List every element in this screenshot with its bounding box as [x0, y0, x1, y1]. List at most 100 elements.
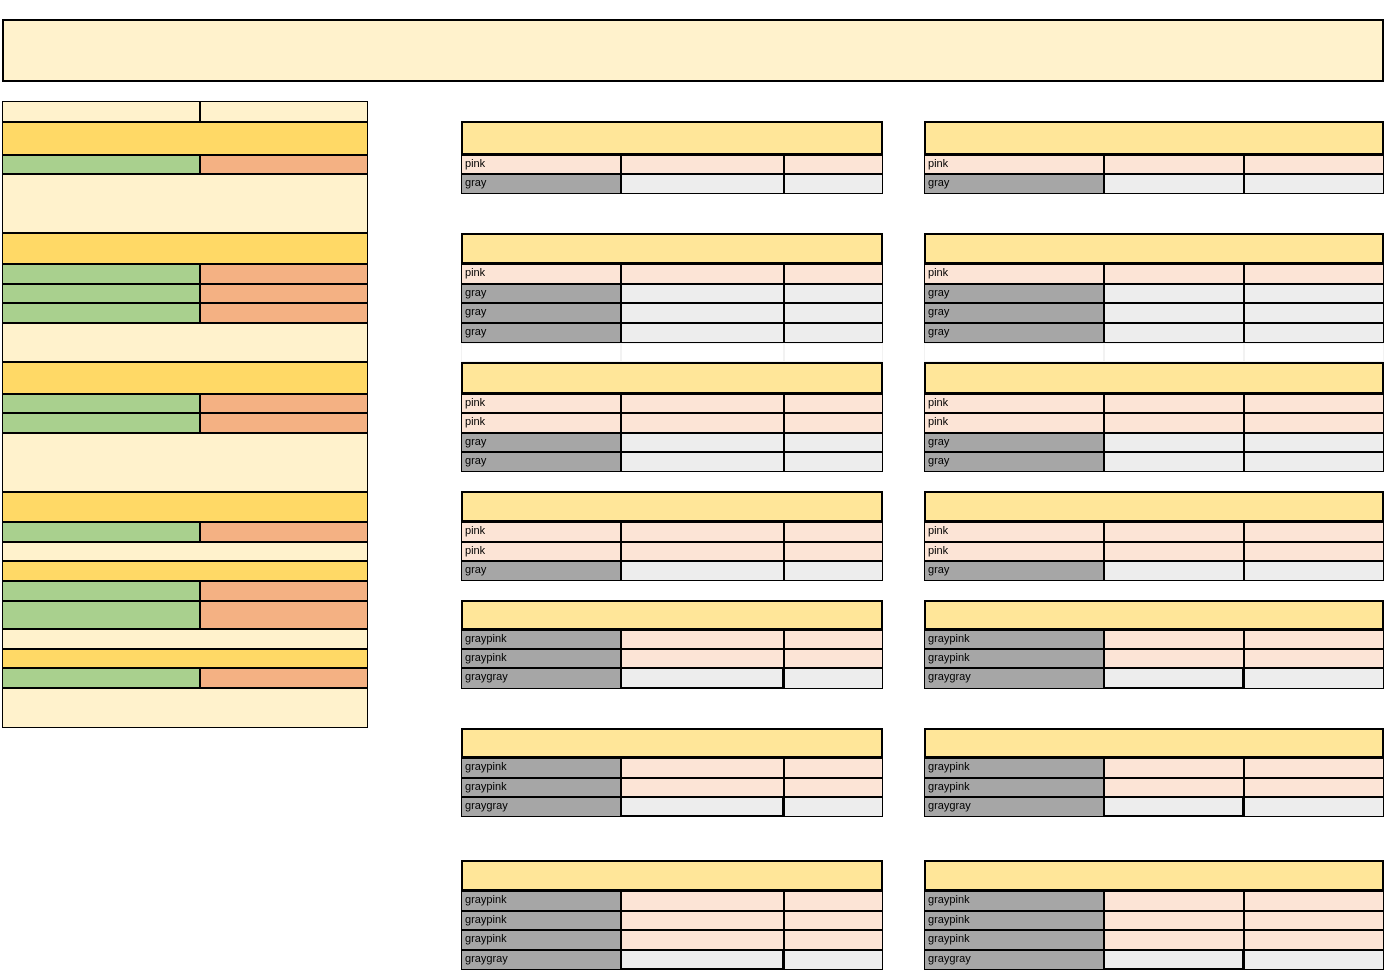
row-label-cell[interactable]: graypink — [461, 649, 621, 668]
data-cell[interactable] — [1104, 649, 1244, 668]
data-cell[interactable] — [1244, 930, 1384, 950]
left-panel-cell-label[interactable] — [2, 581, 200, 601]
data-cell[interactable] — [784, 930, 883, 950]
data-cell[interactable] — [1244, 433, 1384, 452]
row-label-cell[interactable]: gray — [461, 174, 621, 194]
data-cell[interactable] — [1104, 394, 1244, 413]
empty-gridline-cell[interactable] — [1104, 343, 1244, 362]
data-cell[interactable] — [621, 911, 784, 930]
data-cell[interactable] — [621, 303, 784, 323]
block-header[interactable] — [461, 728, 883, 758]
empty-gridline-cell[interactable] — [924, 343, 1104, 362]
row-label-cell[interactable]: graypink — [461, 778, 621, 797]
data-cell[interactable] — [1104, 452, 1244, 472]
data-cell[interactable] — [1244, 264, 1384, 284]
left-panel-cell-label[interactable] — [2, 264, 200, 284]
data-cell[interactable] — [1244, 778, 1384, 797]
block-header[interactable] — [924, 491, 1384, 522]
data-cell[interactable] — [621, 522, 784, 542]
data-cell[interactable] — [784, 284, 883, 303]
left-panel-row[interactable] — [2, 542, 368, 561]
data-cell[interactable] — [784, 778, 883, 797]
row-label-cell[interactable]: graypink — [924, 930, 1104, 950]
data-cell[interactable] — [784, 413, 883, 433]
row-label-cell[interactable]: pink — [924, 394, 1104, 413]
row-label-cell[interactable]: gray — [461, 303, 621, 323]
data-cell[interactable] — [621, 561, 784, 581]
data-cell[interactable] — [1244, 561, 1384, 581]
left-panel-row[interactable] — [2, 362, 368, 394]
data-cell[interactable] — [784, 522, 883, 542]
row-label-cell[interactable]: graypink — [461, 758, 621, 778]
data-cell[interactable] — [1244, 323, 1384, 343]
left-panel-row[interactable] — [2, 174, 368, 233]
row-label-cell[interactable]: pink — [461, 522, 621, 542]
data-cell[interactable] — [1104, 284, 1244, 303]
data-cell[interactable] — [1244, 413, 1384, 433]
row-label-cell[interactable]: pink — [461, 394, 621, 413]
data-cell[interactable] — [1104, 930, 1244, 950]
row-label-cell[interactable]: graygray — [924, 668, 1104, 689]
row-label-cell[interactable]: graygray — [924, 797, 1104, 817]
data-cell[interactable] — [784, 630, 883, 649]
left-panel-cell-value[interactable] — [200, 522, 368, 542]
block-header[interactable] — [924, 362, 1384, 394]
data-cell[interactable] — [784, 542, 883, 561]
block-header[interactable] — [924, 121, 1384, 155]
data-cell[interactable] — [1104, 758, 1244, 778]
data-cell[interactable] — [784, 433, 883, 452]
data-cell[interactable] — [1244, 668, 1384, 689]
block-header[interactable] — [461, 860, 883, 891]
left-panel-cell-value[interactable] — [200, 413, 368, 433]
data-cell[interactable] — [1244, 950, 1384, 970]
data-cell[interactable] — [784, 891, 883, 911]
row-label-cell[interactable]: gray — [924, 303, 1104, 323]
row-label-cell[interactable]: graypink — [924, 758, 1104, 778]
row-label-cell[interactable]: gray — [461, 452, 621, 472]
data-cell[interactable] — [621, 542, 784, 561]
row-label-cell[interactable]: graypink — [461, 930, 621, 950]
left-panel-cell-value[interactable] — [200, 101, 368, 122]
data-cell[interactable] — [1244, 522, 1384, 542]
data-cell[interactable] — [784, 323, 883, 343]
left-panel-cell-label[interactable] — [2, 601, 200, 629]
data-cell[interactable] — [1104, 522, 1244, 542]
data-cell[interactable] — [784, 758, 883, 778]
data-cell[interactable] — [621, 452, 784, 472]
row-label-cell[interactable]: graypink — [924, 911, 1104, 930]
empty-gridline-cell[interactable] — [784, 343, 883, 362]
row-label-cell[interactable]: gray — [924, 433, 1104, 452]
row-label-cell[interactable]: gray — [461, 561, 621, 581]
left-panel-row[interactable] — [2, 323, 368, 362]
data-cell[interactable] — [1244, 303, 1384, 323]
data-cell[interactable] — [784, 303, 883, 323]
data-cell[interactable] — [621, 174, 784, 194]
data-cell[interactable] — [1104, 155, 1244, 174]
row-label-cell[interactable]: gray — [924, 323, 1104, 343]
left-panel-cell-value[interactable] — [200, 303, 368, 323]
data-cell[interactable] — [621, 797, 784, 817]
data-cell[interactable] — [1104, 413, 1244, 433]
data-cell[interactable] — [621, 668, 784, 689]
data-cell[interactable] — [1244, 542, 1384, 561]
row-label-cell[interactable]: gray — [924, 284, 1104, 303]
data-cell[interactable] — [1244, 797, 1384, 817]
row-label-cell[interactable]: graypink — [461, 891, 621, 911]
row-label-cell[interactable]: pink — [461, 155, 621, 174]
data-cell[interactable] — [1104, 668, 1244, 689]
row-label-cell[interactable]: graypink — [924, 630, 1104, 649]
data-cell[interactable] — [1104, 950, 1244, 970]
data-cell[interactable] — [1104, 630, 1244, 649]
row-label-cell[interactable]: gray — [461, 433, 621, 452]
row-label-cell[interactable]: graygray — [924, 950, 1104, 970]
data-cell[interactable] — [1104, 911, 1244, 930]
left-panel-row[interactable] — [2, 629, 368, 649]
left-panel-cell-label[interactable] — [2, 284, 200, 303]
data-cell[interactable] — [621, 433, 784, 452]
data-cell[interactable] — [621, 630, 784, 649]
data-cell[interactable] — [784, 561, 883, 581]
data-cell[interactable] — [1244, 155, 1384, 174]
block-header[interactable] — [461, 362, 883, 394]
row-label-cell[interactable]: pink — [924, 155, 1104, 174]
data-cell[interactable] — [1244, 284, 1384, 303]
